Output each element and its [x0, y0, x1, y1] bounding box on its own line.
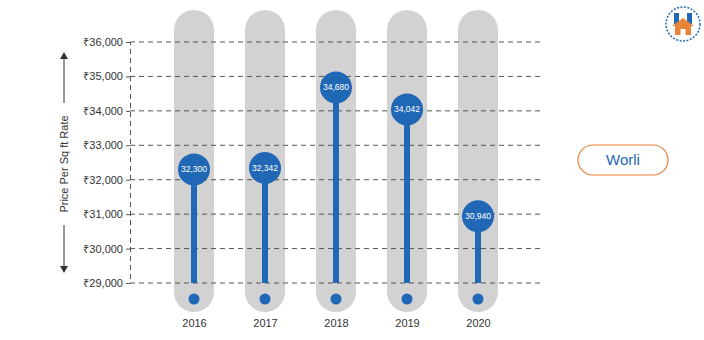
stem: [191, 169, 197, 283]
y-tick-label: ₹34,000: [83, 105, 123, 117]
y-tick-mark: [126, 111, 130, 112]
y-tick-mark: [126, 214, 130, 215]
pills: [174, 10, 498, 312]
y-label-group: Price Per Sq ft Rate: [58, 52, 70, 273]
x-tick: 2017: [253, 317, 277, 329]
data-label: 32,342: [252, 163, 278, 173]
y-tick: ₹32,000: [83, 174, 130, 186]
y-tick: ₹29,000: [83, 277, 130, 289]
y-tick-mark: [126, 145, 130, 146]
logo-ring: [666, 7, 700, 41]
x-tick-label: 2017: [253, 317, 277, 329]
y-tick-label: ₹36,000: [83, 36, 123, 48]
y-tick-label: ₹29,000: [83, 277, 123, 289]
x-tick: 2018: [324, 317, 348, 329]
pill: [174, 10, 214, 312]
base-dots: [189, 294, 484, 305]
arrow-line: [64, 55, 65, 103]
head: [249, 152, 281, 184]
head: [320, 71, 352, 103]
y-axis: ₹29,000 ₹30,000 ₹31,000 ₹32,000 ₹33,000 ₹34,0…: [83, 36, 130, 289]
stem: [333, 87, 339, 283]
data-labels: 32,300 32,342 34,680 34,042 30,940: [181, 82, 491, 221]
data-label: 34,042: [394, 104, 420, 114]
data-label: 32,300: [181, 164, 207, 174]
y-tick: ₹36,000: [83, 36, 130, 48]
y-tick-mark: [126, 42, 130, 43]
y-tick-label: ₹33,000: [83, 139, 123, 151]
base-dot: [260, 294, 271, 305]
x-axis: 2016 2017 2018 2019 2020: [182, 317, 490, 329]
y-tick-mark: [126, 180, 130, 181]
y-tick: ₹33,000: [83, 139, 130, 151]
stem: [262, 168, 268, 283]
legend: Worli: [578, 145, 668, 175]
logo-door: [681, 29, 686, 35]
y-label: Price Per Sq ft Rate: [58, 115, 70, 212]
base-dot: [402, 294, 413, 305]
chart: ₹29,000 ₹30,000 ₹31,000 ₹32,000 ₹33,000 ₹34,0…: [0, 0, 704, 340]
y-tick-mark: [126, 283, 130, 284]
data-label: 34,680: [323, 82, 349, 92]
grid: [130, 42, 540, 283]
arrow-line: [64, 225, 65, 270]
head: [391, 93, 423, 125]
y-tick-label: ₹31,000: [83, 208, 123, 220]
logo: [666, 7, 700, 41]
base-dot: [189, 294, 200, 305]
arrow-head: [60, 266, 68, 273]
x-tick: 2016: [182, 317, 206, 329]
x-tick-label: 2020: [466, 317, 490, 329]
pill: [458, 10, 498, 312]
y-tick-mark: [126, 76, 130, 77]
y-tick-label: ₹32,000: [83, 174, 123, 186]
base-dot: [331, 294, 342, 305]
legend-label: Worli: [606, 151, 640, 168]
x-tick: 2019: [395, 317, 419, 329]
y-tick-label: ₹30,000: [83, 243, 123, 255]
x-tick-label: 2016: [182, 317, 206, 329]
data-label: 30,940: [465, 211, 491, 221]
base-dot: [473, 294, 484, 305]
pill: [387, 10, 427, 312]
y-tick: ₹30,000: [83, 243, 130, 255]
arrow-head: [60, 52, 68, 59]
x-tick-label: 2019: [395, 317, 419, 329]
pill: [316, 10, 356, 312]
x-tick-label: 2018: [324, 317, 348, 329]
legend-box: [578, 145, 668, 175]
y-tick: ₹34,000: [83, 105, 130, 117]
head: [178, 153, 210, 185]
grid-line: [130, 42, 540, 43]
pill: [245, 10, 285, 312]
x-tick: 2020: [466, 317, 490, 329]
y-tick: ₹31,000: [83, 208, 130, 220]
y-axis-line: [126, 43, 131, 284]
y-tick-label: ₹35,000: [83, 70, 123, 82]
stem: [404, 109, 410, 283]
y-tick-mark: [126, 249, 130, 250]
head: [462, 200, 494, 232]
logo-house: [672, 18, 694, 35]
marks: [178, 71, 494, 283]
y-tick: ₹35,000: [83, 70, 130, 82]
